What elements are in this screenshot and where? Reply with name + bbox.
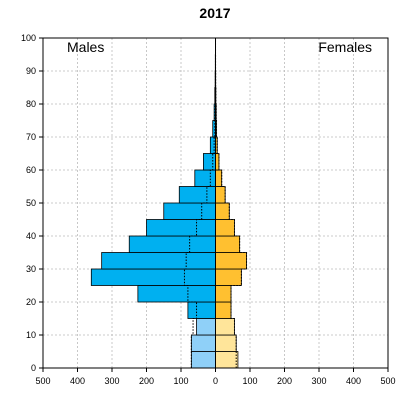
female-bar-25-29	[215, 268, 242, 286]
female-bar-30-34	[215, 252, 247, 270]
female-bar-20-24	[215, 285, 232, 303]
female-bar-5-9	[215, 334, 237, 352]
y-tick-label: 70	[26, 132, 36, 142]
x-tick-label: 100	[173, 376, 188, 386]
male-bar-65-69	[209, 136, 216, 154]
female-bar-40-44	[215, 219, 235, 237]
chart-title: 2017	[199, 5, 230, 21]
female-bar-55-59	[215, 169, 223, 187]
female-bar-50-54	[215, 186, 226, 204]
female-bar-0-4	[215, 351, 239, 369]
male-bar-20-24	[137, 285, 216, 303]
females-label: Females	[318, 39, 372, 55]
male-bar-55-59	[194, 169, 216, 187]
males-label: Males	[67, 39, 104, 55]
y-tick-label: 60	[26, 165, 36, 175]
x-tick-label: 500	[35, 376, 50, 386]
x-tick-label: 400	[346, 376, 361, 386]
female-bar-35-39	[215, 235, 241, 253]
male-bar-0-4	[190, 351, 216, 369]
male-bar-50-54	[178, 186, 216, 204]
male-bar-15-19	[187, 301, 216, 319]
y-tick-label: 40	[26, 231, 36, 241]
male-bar-35-39	[128, 235, 216, 253]
y-tick-label: 50	[26, 198, 36, 208]
x-tick-label: 300	[104, 376, 119, 386]
x-tick-label: 200	[139, 376, 154, 386]
y-tick-label: 20	[26, 297, 36, 307]
y-tick-label: 100	[21, 33, 36, 43]
x-tick-label: 500	[380, 376, 395, 386]
female-bar-15-19	[215, 301, 232, 319]
male-bar-5-9	[190, 334, 216, 352]
male-bar-30-34	[101, 252, 216, 270]
male-bar-60-64	[203, 153, 216, 171]
dotted-layer	[183, 38, 248, 368]
y-tick-label: 90	[26, 66, 36, 76]
y-tick-label: 30	[26, 264, 36, 274]
male-dotted-outline	[183, 38, 216, 368]
x-tick-label: 200	[277, 376, 292, 386]
x-tick-label: 0	[213, 376, 218, 386]
y-tick-label: 0	[31, 363, 36, 373]
bar-layer	[90, 37, 247, 369]
female-bar-45-49	[215, 202, 230, 220]
y-tick-label: 10	[26, 330, 36, 340]
female-bar-60-64	[215, 153, 220, 171]
male-bar-45-49	[163, 202, 216, 220]
male-bar-25-29	[90, 268, 216, 286]
axis-layer: 500 400 300 200 100 0 100 200 300 400 500 0 10 20 30 40…	[21, 33, 396, 386]
female-bar-10-14	[215, 318, 235, 336]
x-tick-label: 300	[311, 376, 326, 386]
x-tick-label: 400	[70, 376, 85, 386]
male-bar-40-44	[146, 219, 216, 237]
male-bar-10-14	[196, 318, 216, 336]
y-tick-label: 80	[26, 99, 36, 109]
x-tick-label: 100	[242, 376, 257, 386]
